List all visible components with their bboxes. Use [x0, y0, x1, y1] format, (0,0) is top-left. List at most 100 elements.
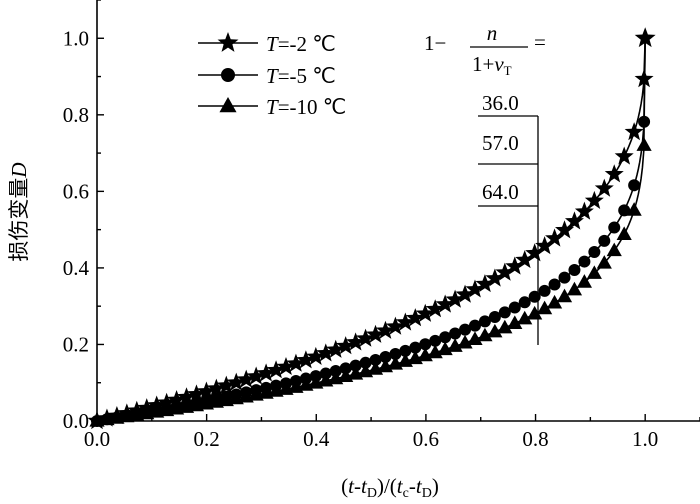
star-marker-point: [196, 381, 216, 400]
annotation-value-3: 64.0: [482, 180, 519, 204]
legend-star-marker: [217, 32, 239, 52]
circle-marker-point: [449, 327, 462, 340]
circle-marker-point: [339, 362, 352, 375]
star-marker-point: [216, 375, 236, 394]
star-marker-point: [584, 190, 604, 209]
star-marker-point: [296, 350, 316, 369]
y-tick-label: 0.0: [63, 409, 89, 433]
star-marker-point: [177, 387, 197, 406]
circle-marker-point: [439, 331, 452, 344]
y-tick-label: 1.0: [63, 26, 89, 50]
star-marker-point: [286, 353, 306, 372]
triangle-marker-point: [556, 288, 573, 303]
x-tick-label: 0.2: [194, 427, 220, 451]
star-marker-point: [236, 369, 256, 388]
triangle-marker-point: [586, 265, 602, 279]
legend-triangle-marker: [219, 97, 237, 113]
star-marker-point: [545, 228, 565, 247]
star-marker-point: [256, 363, 276, 382]
circle-marker-point: [359, 356, 372, 369]
circle-marker-point: [349, 359, 362, 372]
circle-marker-point: [628, 179, 641, 192]
x-tick-label: 0.8: [522, 427, 548, 451]
star-marker-point: [206, 378, 226, 397]
y-tick-label: 0.4: [63, 256, 90, 280]
circle-marker-point: [389, 347, 402, 360]
star-marker-point: [515, 250, 535, 269]
star-marker-point: [634, 27, 656, 48]
star-marker-point: [356, 328, 376, 347]
triangle-marker-point: [497, 319, 513, 334]
annotation-value-2: 57.0: [482, 131, 519, 155]
star-marker-point: [445, 289, 465, 308]
star-marker-point: [535, 236, 555, 255]
legend-entry-1: T=-2 ℃: [198, 32, 336, 56]
x-tick-label: 0.6: [413, 427, 439, 451]
legend: T=-2 ℃ T=-5 ℃ T=-10 ℃: [198, 32, 346, 119]
circle-marker-point: [578, 255, 591, 268]
triangle-marker-point: [636, 137, 652, 151]
circle-marker-point: [468, 319, 481, 332]
formula-denominator: 1+νT: [472, 52, 512, 78]
circle-marker-point: [568, 264, 581, 277]
triangle-marker-point: [457, 334, 473, 349]
legend-entry-3: T=-10 ℃: [198, 95, 346, 119]
star-marker-point: [326, 339, 346, 358]
x-axis-title: (t-tD)/(tc-tD): [341, 474, 439, 501]
star-marker-point: [316, 343, 336, 362]
star-marker-point: [624, 122, 644, 141]
triangle-marker-point: [596, 255, 612, 269]
annotation-value-1: 36.0: [482, 91, 519, 115]
circle-marker-point: [488, 311, 501, 324]
circle-marker-point: [548, 278, 561, 291]
y-tick-label: 0.6: [63, 179, 89, 203]
circle-marker-point: [538, 284, 551, 297]
legend-label-2: T=-5 ℃: [266, 64, 336, 88]
star-marker-point: [266, 360, 286, 379]
x-tick-label: 0.0: [84, 427, 110, 451]
series-group: [87, 27, 656, 430]
star-marker-point: [375, 320, 395, 339]
star-marker-point: [505, 256, 525, 275]
star-marker-point: [465, 279, 485, 298]
star-marker-point: [495, 262, 515, 281]
x-tick-label: 0.4: [303, 427, 330, 451]
formula-equals: =: [534, 30, 546, 54]
star-marker-point: [186, 384, 206, 403]
legend-entry-2: T=-5 ℃: [198, 64, 336, 88]
triangle-marker-point: [477, 327, 493, 342]
star-marker-point: [157, 392, 177, 411]
triangle-marker-point: [537, 300, 553, 315]
star-marker-point: [346, 332, 366, 351]
triangle-marker-point: [487, 323, 503, 338]
ticks: 0.0 0.2 0.4 0.6 0.8 1.0 0.0 0.2 0.4 0.6 0.8 1.0: [63, 0, 700, 451]
circle-marker-point: [618, 204, 631, 217]
star-marker-point: [366, 324, 386, 343]
star-marker-point: [525, 243, 545, 262]
star-marker-point: [246, 366, 266, 385]
circle-marker-point: [379, 350, 392, 363]
legend-label-1: T=-2 ℃: [266, 32, 336, 56]
star-marker-point: [435, 294, 455, 313]
circle-marker-point: [518, 296, 531, 309]
circle-marker-point: [498, 306, 511, 319]
star-marker-point: [167, 389, 187, 409]
circle-marker-point: [598, 234, 611, 247]
axes: [96, 0, 700, 422]
star-marker-point: [336, 336, 356, 355]
triangle-marker-point: [616, 226, 632, 240]
star-marker-point: [564, 211, 584, 230]
circle-marker-point: [459, 323, 472, 336]
circle-marker-point: [419, 338, 432, 351]
star-marker-point: [475, 274, 495, 293]
triangle-marker-point: [467, 331, 483, 346]
circle-marker-point: [508, 301, 521, 314]
circle-marker-point: [409, 341, 422, 354]
legend-label-3: T=-10 ℃: [266, 95, 346, 119]
star-marker-point: [385, 316, 405, 335]
circle-marker-point: [369, 353, 382, 366]
triangle-marker-point: [606, 242, 622, 257]
star-marker-point: [395, 312, 415, 331]
star-marker-point: [555, 220, 575, 239]
star-marker-point: [574, 201, 594, 220]
